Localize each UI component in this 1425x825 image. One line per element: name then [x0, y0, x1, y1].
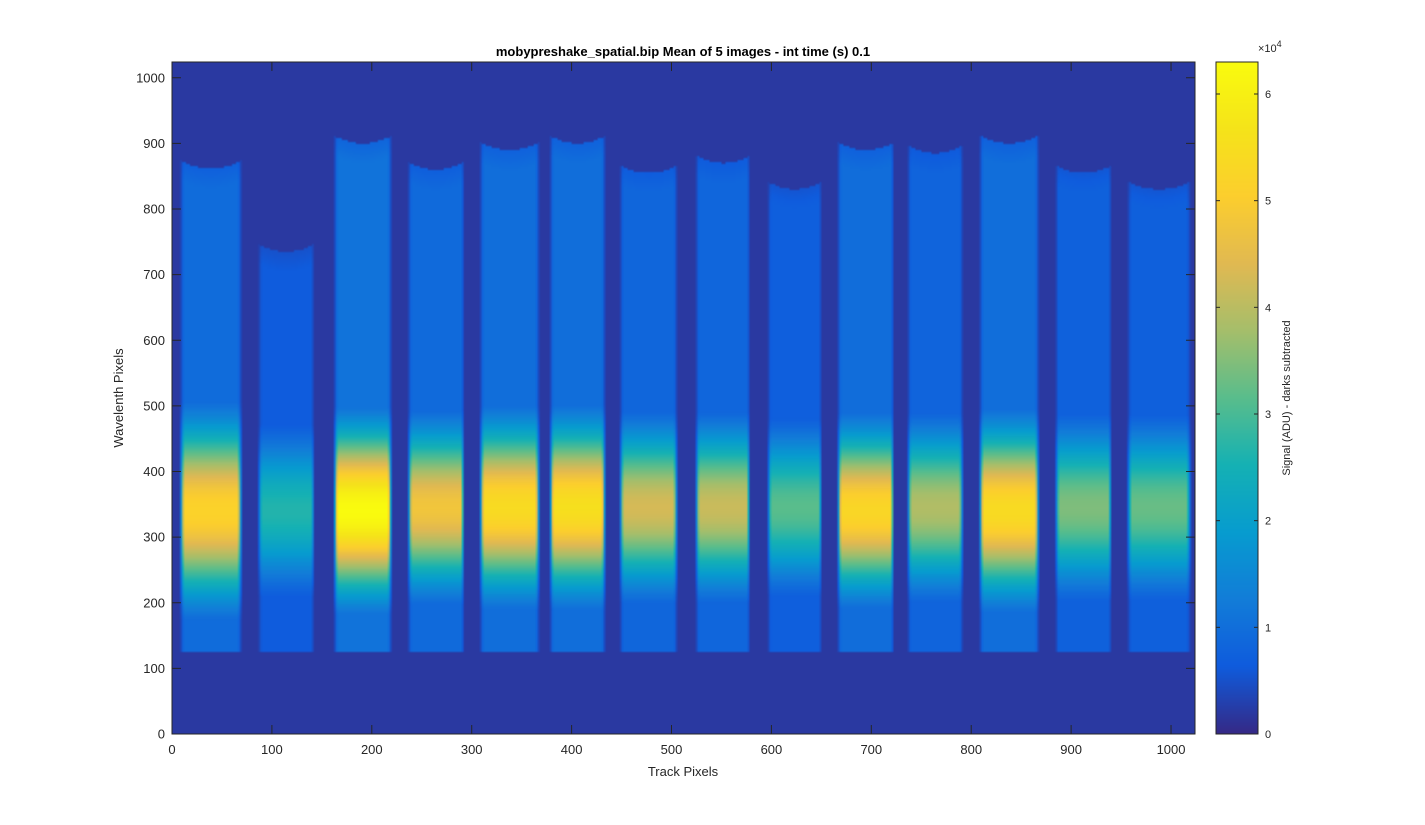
x-tick-label: 600 — [761, 742, 783, 757]
y-tick-label: 1000 — [136, 70, 165, 85]
y-axis-label: Wavelenth Pixels — [111, 348, 126, 448]
y-tick-label: 600 — [143, 333, 165, 348]
colorbar-label: Signal (ADU) - darks subtracted — [1281, 320, 1293, 475]
y-tick-label: 400 — [143, 464, 165, 479]
x-tick-label: 300 — [461, 742, 483, 757]
x-tick-label: 900 — [1060, 742, 1082, 757]
x-tick-label: 800 — [960, 742, 982, 757]
colorbar-tick-label: 5 — [1265, 196, 1271, 208]
y-tick-label: 0 — [158, 727, 165, 742]
colorbar-tick-label: 2 — [1265, 516, 1271, 528]
x-axis-label: Track Pixels — [648, 764, 719, 779]
y-tick-label: 100 — [143, 661, 165, 676]
x-tick-label: 400 — [561, 742, 583, 757]
x-tick-label: 200 — [361, 742, 383, 757]
colorbar-tick-label: 0 — [1265, 729, 1271, 741]
x-axis: 0 100 200 300 400 500 600 700 800 900 1000 — [168, 62, 1185, 757]
colorbar-tick-label: 1 — [1265, 622, 1271, 634]
colorbar-ticks: 0 1 2 3 4 5 6 — [1216, 89, 1271, 741]
x-tick-label: 1000 — [1157, 742, 1186, 757]
colorbar-tick-label: 3 — [1265, 409, 1271, 421]
colorbar: 0 1 2 3 4 5 6 ×104 Signal (ADU) - darks subtra… — [1215, 39, 1293, 741]
colorbar-frame — [1215, 61, 1259, 735]
y-axis: 0 100 200 300 400 500 600 700 800 900 1000 — [136, 70, 1195, 742]
x-tick-label: 500 — [661, 742, 683, 757]
y-tick-label: 800 — [143, 202, 165, 217]
y-tick-label: 300 — [143, 530, 165, 545]
y-tick-label: 700 — [143, 267, 165, 282]
x-tick-label: 100 — [261, 742, 283, 757]
colorbar-exponent: ×104 — [1258, 39, 1282, 55]
y-tick-label: 900 — [143, 136, 165, 151]
heatmap-image — [172, 62, 1195, 734]
colorbar-tick-label: 4 — [1265, 302, 1271, 314]
colorbar-tick-label: 6 — [1265, 89, 1271, 101]
plot-area — [171, 61, 1196, 735]
colorbar-gradient — [1216, 62, 1258, 734]
x-tick-label: 700 — [860, 742, 882, 757]
y-tick-label: 500 — [143, 398, 165, 413]
x-tick-label: 0 — [168, 742, 175, 757]
chart-title: mobypreshake_spatial.bip Mean of 5 image… — [496, 44, 870, 59]
plot-frame — [171, 61, 1196, 735]
y-tick-label: 200 — [143, 595, 165, 610]
